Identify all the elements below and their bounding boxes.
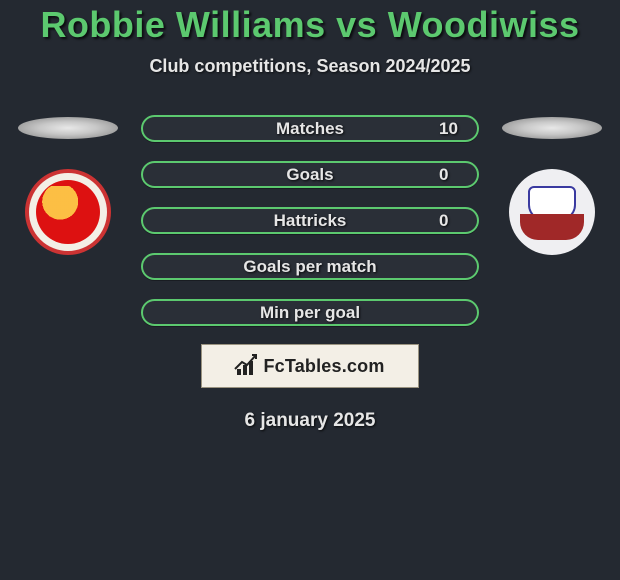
bar-chart-up-icon [235, 357, 257, 375]
stat-row-goals-per-match: Goals per match [141, 253, 479, 280]
comparison-card: Robbie Williams vs Woodiwiss Club compet… [0, 0, 620, 432]
snapshot-date: 6 january 2025 [0, 410, 620, 432]
crest-shield-icon [520, 180, 584, 244]
stat-row-min-per-goal: Min per goal [141, 299, 479, 326]
page-subtitle: Club competitions, Season 2024/2025 [0, 56, 620, 77]
stat-right-value: 0 [439, 211, 459, 231]
stat-label: Hattricks [274, 211, 347, 231]
comparison-row: Matches 10 Goals 0 Hattricks 0 Goals per… [0, 115, 620, 326]
avatar-shadow [502, 117, 602, 139]
stat-label: Goals [286, 165, 333, 185]
right-club-crest [509, 169, 595, 255]
stat-row-goals: Goals 0 [141, 161, 479, 188]
avatar-shadow [18, 117, 118, 139]
crest-shield-icon [36, 180, 100, 244]
left-player-col [18, 115, 118, 255]
brand-name: FcTables.com [263, 356, 384, 377]
stat-row-matches: Matches 10 [141, 115, 479, 142]
page-title: Robbie Williams vs Woodiwiss [0, 4, 620, 46]
right-player-col [502, 115, 602, 255]
stat-label: Min per goal [260, 303, 360, 323]
stat-right-value: 0 [439, 165, 459, 185]
stat-right-value: 10 [439, 119, 459, 139]
stat-label: Goals per match [243, 257, 376, 277]
stat-row-hattricks: Hattricks 0 [141, 207, 479, 234]
stats-list: Matches 10 Goals 0 Hattricks 0 Goals per… [138, 115, 482, 326]
stat-label: Matches [276, 119, 344, 139]
left-club-crest [25, 169, 111, 255]
brand-link[interactable]: FcTables.com [201, 344, 419, 388]
